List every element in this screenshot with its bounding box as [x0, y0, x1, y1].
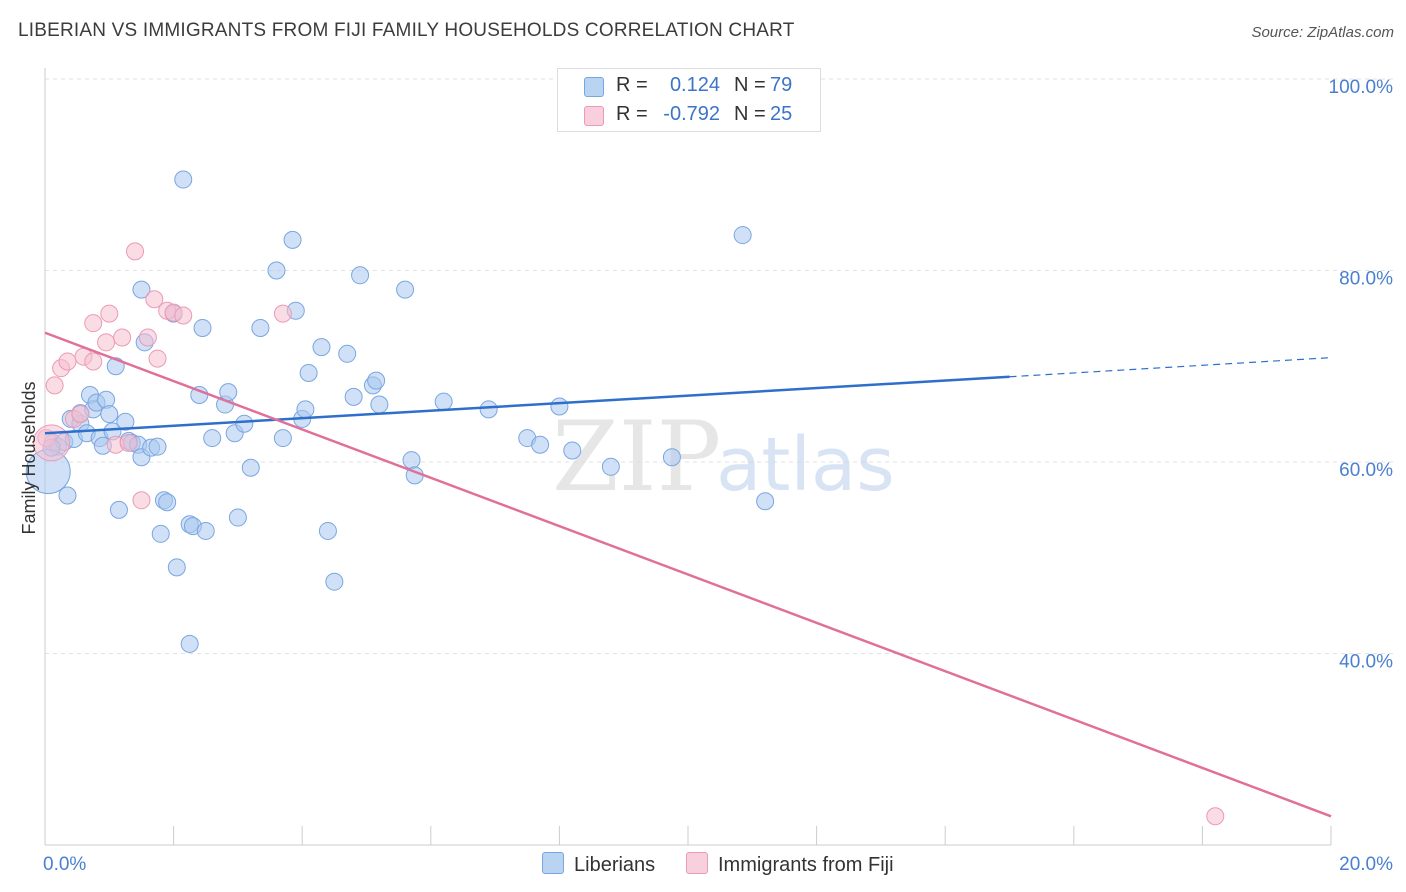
legend-r-label: R = — [616, 103, 648, 125]
liberians-point — [563, 441, 582, 460]
y-tick-label: 60.0% — [1339, 460, 1393, 481]
y-tick-label: 40.0% — [1339, 652, 1393, 673]
legend-r-value: -0.792 — [663, 103, 720, 125]
liberians-point — [312, 338, 331, 357]
liberians-point — [299, 363, 318, 382]
liberians-point — [756, 492, 775, 511]
fiji-point — [119, 433, 138, 452]
fiji-trend-line — [44, 331, 1332, 818]
fiji-point — [273, 304, 292, 323]
liberians-point — [241, 458, 260, 477]
legend-n-value: 79 — [770, 74, 793, 96]
liberians-point — [151, 524, 170, 543]
liberians-point — [396, 280, 415, 299]
liberians-point — [235, 414, 254, 433]
bottom-legend-label: Immigrants from Fiji — [718, 854, 894, 876]
fiji-point — [71, 405, 90, 424]
y-tick-label: 100.0% — [1329, 77, 1394, 98]
fiji-point — [32, 424, 70, 462]
fiji-point — [138, 328, 157, 347]
fiji-point — [45, 376, 64, 395]
liberians-point — [203, 429, 222, 448]
chart-source: Source: ZipAtlas.com — [1251, 24, 1394, 41]
liberians-point — [180, 634, 199, 653]
liberians-point — [267, 261, 286, 280]
liberians-point — [338, 344, 357, 363]
fiji-points — [32, 242, 1225, 826]
chart-title: LIBERIAN VS IMMIGRANTS FROM FIJI FAMILY … — [18, 20, 795, 41]
legend-n-label: N = — [734, 103, 766, 125]
liberians-point — [351, 266, 370, 285]
liberians-point — [132, 280, 151, 299]
liberians-point — [193, 318, 212, 337]
liberians-trend-extension — [1009, 357, 1332, 378]
liberians-point — [196, 521, 215, 540]
liberians-point — [219, 383, 238, 402]
bottom-legend-swatch-pink — [686, 852, 708, 874]
liberians-point — [228, 508, 247, 527]
liberians-point — [434, 392, 453, 411]
y-axis-label: Family Households — [19, 381, 39, 534]
fiji-point — [113, 328, 132, 347]
fiji-point — [97, 333, 116, 352]
liberians-point — [479, 400, 498, 419]
bottom-legend-liberians: Liberians — [542, 852, 655, 877]
liberians-point — [251, 318, 270, 337]
legend-r-label: R = — [616, 74, 648, 96]
fiji-point — [132, 491, 151, 510]
fiji-point — [145, 290, 164, 309]
fiji-point — [1206, 807, 1225, 826]
liberians-point — [158, 493, 177, 512]
bottom-legend-fiji: Immigrants from Fiji — [686, 852, 894, 877]
liberians-point — [531, 435, 550, 454]
liberians-point — [58, 486, 77, 505]
liberians-point — [296, 400, 315, 419]
liberians-point — [601, 457, 620, 476]
watermark: ZIP atlas — [552, 401, 895, 513]
liberians-point — [370, 395, 389, 414]
liberians-point — [733, 226, 752, 245]
liberians-point — [325, 572, 344, 591]
fiji-point — [84, 314, 103, 333]
tick-labels: 100.0% 80.0% 60.0% 40.0% 0.0% 20.0% — [43, 77, 1393, 875]
fiji-point — [84, 352, 103, 371]
liberians-point — [273, 429, 292, 448]
fiji-point — [58, 352, 77, 371]
x-tick-label: 20.0% — [1339, 854, 1393, 875]
liberians-point — [100, 405, 119, 424]
fiji-point — [126, 242, 145, 261]
liberians-point — [167, 558, 186, 577]
liberians-point — [344, 387, 363, 406]
x-tick-label: 0.0% — [43, 854, 86, 875]
fiji-point — [174, 306, 193, 325]
liberians-point — [116, 412, 135, 431]
fiji-point — [148, 349, 167, 368]
liberians-trend-line — [44, 375, 1010, 435]
bottom-legend-label: Liberians — [574, 854, 656, 876]
liberians-point — [367, 371, 386, 390]
y-tick-label: 80.0% — [1339, 269, 1393, 290]
liberians-point — [174, 170, 193, 189]
liberians-point — [109, 500, 128, 519]
fiji-point — [100, 304, 119, 323]
bottom-legend-swatch-blue — [542, 852, 564, 874]
liberians-point — [402, 451, 421, 470]
legend-n-value: 25 — [770, 103, 793, 125]
watermark-atlas: atlas — [716, 422, 895, 508]
trend-lines — [44, 331, 1332, 818]
liberians-point — [662, 448, 681, 467]
legend-n-label: N = — [734, 74, 766, 96]
legend-r-value: 0.124 — [669, 74, 720, 96]
correlation-legend: R = 0.124 N = 79 R = -0.792 N = 25 — [557, 68, 821, 132]
watermark-zip: ZIP — [552, 401, 721, 513]
legend-swatch-pink — [584, 106, 604, 126]
legend-swatch-blue — [584, 77, 604, 97]
liberians-point — [148, 437, 167, 456]
liberians-point — [283, 230, 302, 249]
liberians-point — [550, 397, 569, 416]
liberians-point — [318, 521, 337, 540]
